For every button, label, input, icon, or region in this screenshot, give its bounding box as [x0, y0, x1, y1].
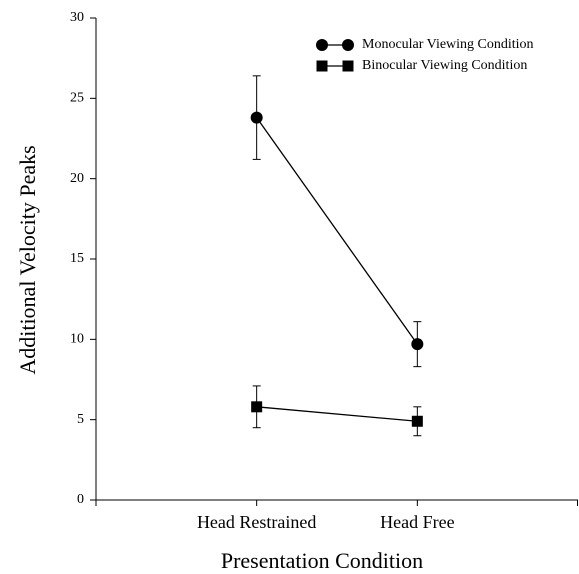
series-line: [256, 406, 418, 422]
y-tick-label: 5: [77, 412, 84, 427]
y-tick-label: 30: [70, 10, 84, 25]
point: [411, 415, 423, 427]
y-tick-label: 0: [77, 492, 84, 507]
y-tick-label: 20: [70, 171, 84, 186]
legend-label: Monocular Viewing Condition: [362, 37, 534, 52]
y-tick-label: 10: [70, 332, 84, 347]
y-axis-title: Additional Velocity Peaks: [15, 145, 40, 374]
y-tick-label: 25: [70, 91, 84, 106]
point: [251, 401, 263, 413]
x-axis-title: Presentation Condition: [221, 548, 423, 573]
y-tick-label: 15: [70, 251, 84, 266]
x-tick-label: Head Restrained: [197, 512, 316, 532]
point: [342, 39, 354, 51]
legend-label: Binocular Viewing Condition: [362, 58, 527, 73]
point: [342, 60, 354, 72]
point: [316, 60, 328, 72]
x-tick-label: Head Free: [380, 512, 454, 532]
point: [316, 39, 328, 51]
point: [411, 338, 424, 351]
series-line: [256, 117, 418, 345]
point: [250, 111, 263, 124]
